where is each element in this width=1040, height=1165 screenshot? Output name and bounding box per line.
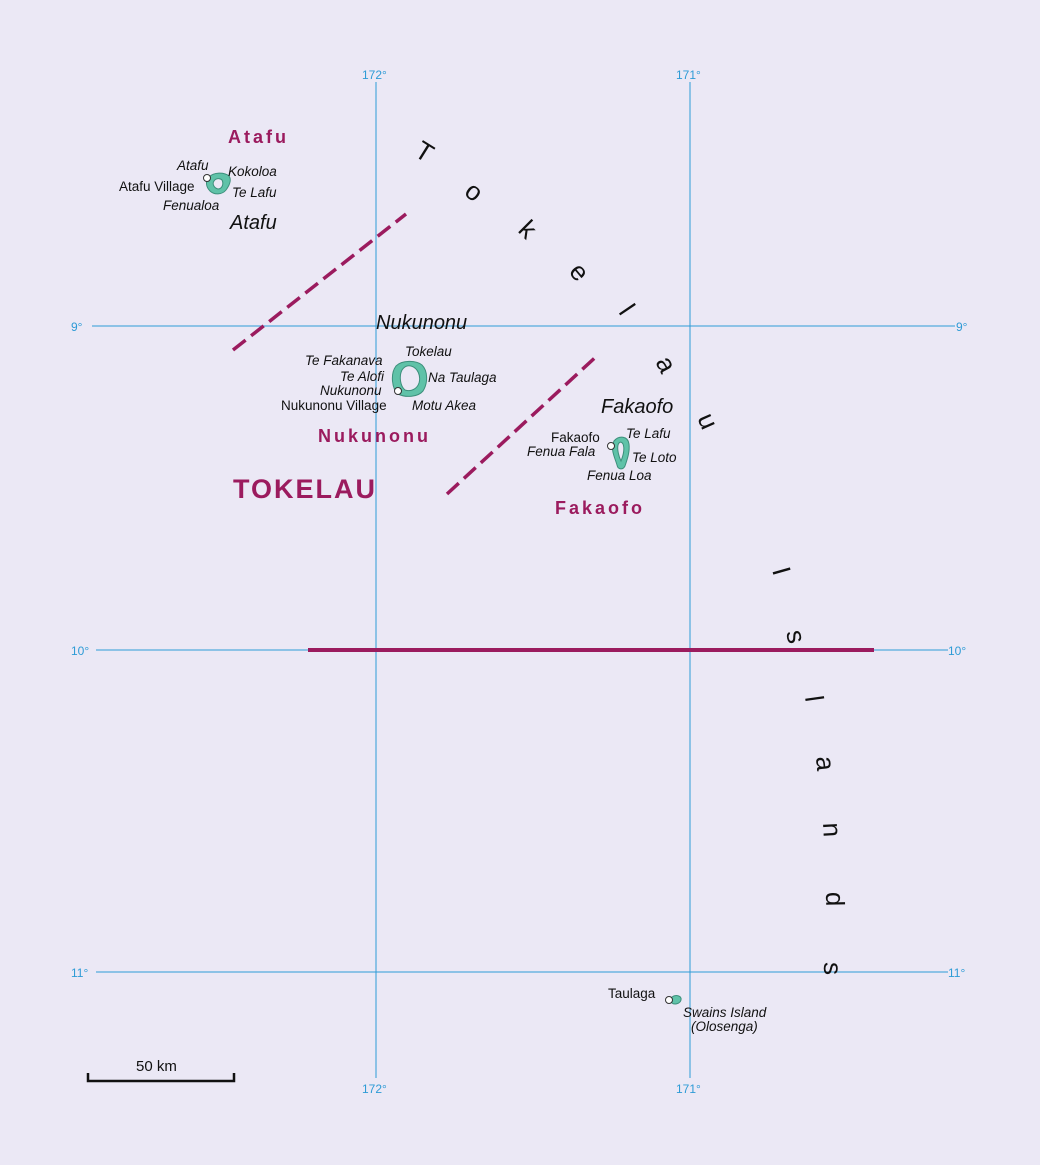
label-te-alofi: Te Alofi [340,369,385,384]
chain-letter-8: I [766,563,797,578]
atafu-atoll[interactable] [206,172,231,195]
chain-letter-1: T [410,135,439,169]
country-label: TOKELAU [233,474,377,504]
label-tokelau: Tokelau [405,344,452,359]
label-atafu-village: Atafu Village [119,179,195,194]
label-motu-akea: Motu Akea [412,398,477,413]
lon-label-171-bottom: 171° [676,1082,701,1096]
taulaga-marker[interactable] [665,996,673,1004]
label-atafu-islet: Atafu [176,158,209,173]
region-label-atafu: Atafu [228,127,289,147]
fakaofo-group[interactable]: Fakaofo Fakaofo Te Lafu Fenua Fala Te Lo… [527,396,677,518]
label-te-lafu-fakaofo: Te Lafu [626,426,671,441]
label-na-taulaga: Na Taulaga [428,370,497,385]
label-te-fakanava: Te Fakanava [305,353,383,368]
chain-letter-13: d [820,892,850,907]
atoll-label-nukunonu: Nukunonu [376,312,467,334]
maritime-boundaries [231,212,874,652]
chain-letter-5: l [613,299,641,321]
island-chain-title: T o k e l a u I s l a n d s [410,135,850,975]
fakaofo-town-marker[interactable] [607,442,615,450]
boundary-atafu-nukunonu [231,212,408,352]
label-fenualoa: Fenualoa [163,198,220,213]
swains-island-group[interactable]: Taulaga Swains Island (Olosenga) [608,986,767,1034]
chain-letter-14: s [818,962,848,975]
atafu-group[interactable]: Atafu Atafu Kokoloa Atafu Village Te Laf… [119,127,289,234]
label-te-lafu-atafu: Te Lafu [232,185,277,200]
lon-label-172-top: 172° [362,68,387,82]
atafu-village-marker[interactable] [203,174,211,182]
chain-letter-2: o [459,175,489,208]
scale-bar-line [86,1073,236,1083]
chain-letter-9: s [780,627,812,646]
chain-letter-11: a [810,755,841,773]
label-kokoloa: Kokoloa [228,164,277,179]
lat-label-9-left: 9° [71,320,83,334]
label-nukunonu-village: Nukunonu Village [281,398,387,413]
label-te-loto: Te Loto [632,450,677,465]
label-fenua-loa: Fenua Loa [587,468,652,483]
lat-label-11-right: 11° [948,966,965,980]
lat-label-10-right: 10° [948,644,966,658]
lon-label-171-top: 171° [676,68,701,82]
region-label-fakaofo: Fakaofo [555,498,645,518]
chain-letter-4: e [563,257,595,287]
boundary-nukunonu-fakaofo [445,352,601,496]
label-taulaga: Taulaga [608,986,656,1001]
lat-label-11-left: 11° [71,966,88,980]
label-fenua-fala: Fenua Fala [527,444,596,459]
chain-letter-7: u [692,408,725,433]
chain-letter-6: a [650,351,684,378]
nukunonu-group[interactable]: Nukunonu Te Fakanava Tokelau Te Alofi Na… [281,312,497,446]
label-fakaofo-town: Fakaofo [551,430,600,445]
chain-letter-3: k [513,214,544,245]
chain-letter-10: l [799,694,830,704]
label-swains-island: Swains Island [683,1005,767,1020]
label-olosenga: (Olosenga) [691,1019,758,1034]
nukunonu-atoll[interactable] [391,360,428,397]
scale-bar-label: 50 km [136,1058,177,1075]
atoll-label-fakaofo: Fakaofo [601,396,673,418]
nukunonu-village-marker[interactable] [394,387,402,395]
atoll-label-atafu: Atafu [229,212,277,234]
lat-label-9-right: 9° [956,320,968,334]
chain-letter-12: n [817,822,848,838]
fakaofo-atoll[interactable] [612,436,630,470]
lon-label-172-bottom: 172° [362,1082,387,1096]
region-label-nukunonu: Nukunonu [318,426,431,446]
label-nukunonu-islet: Nukunonu [320,383,382,398]
graticule: 172° 171° 172° 171° 9° 9° 10° 10° 11° 11… [71,68,968,1096]
scale-bar: 50 km [86,1058,236,1083]
lat-label-10-left: 10° [71,644,89,658]
